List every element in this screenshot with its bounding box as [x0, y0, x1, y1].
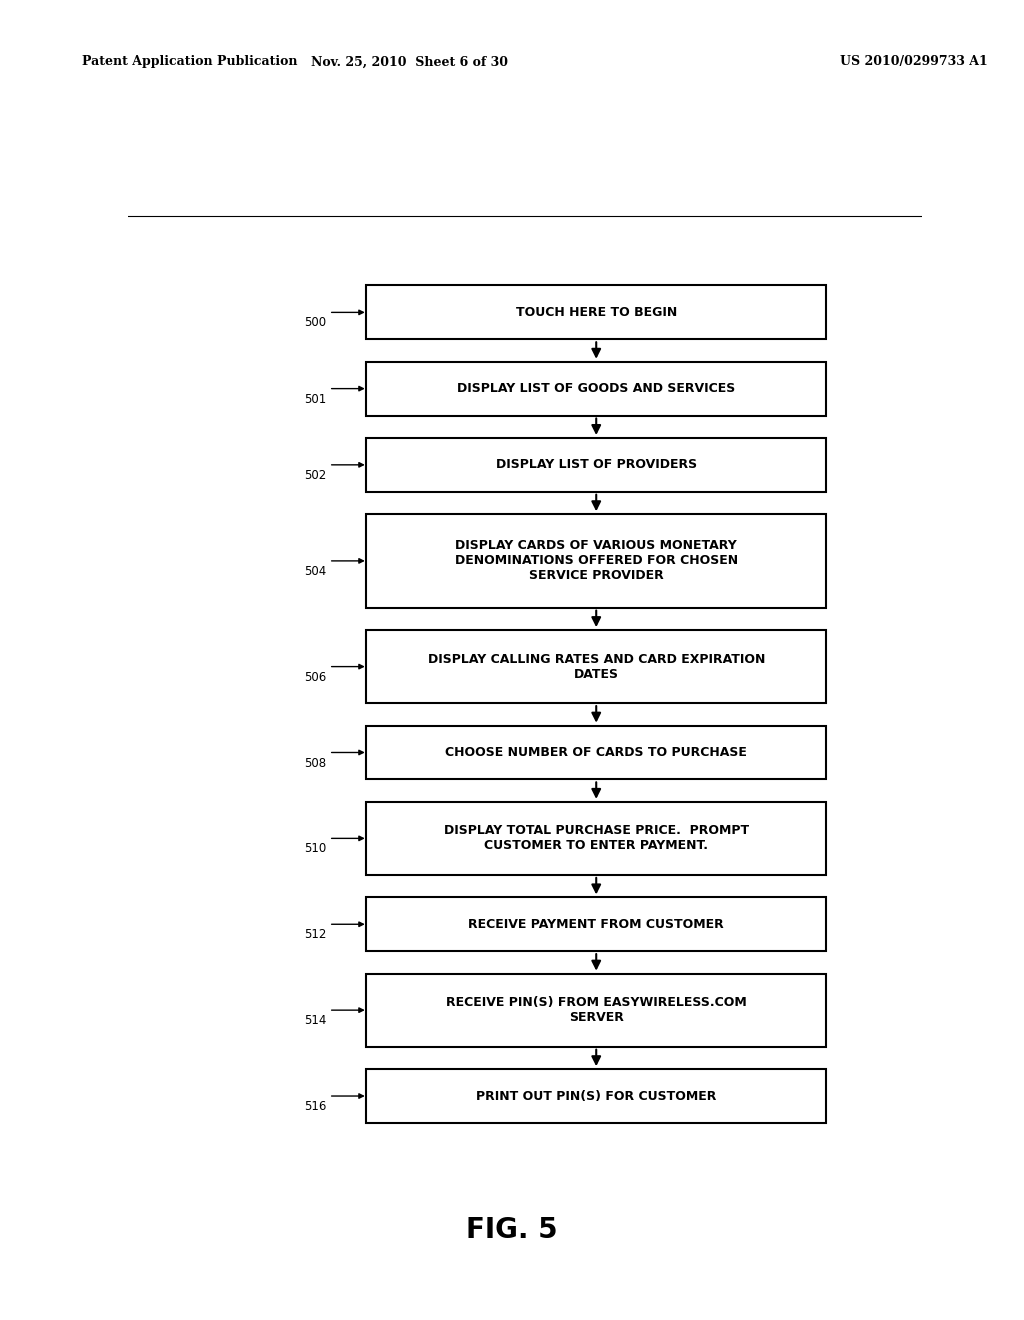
FancyBboxPatch shape	[367, 898, 826, 952]
Text: PRINT OUT PIN(S) FOR CUSTOMER: PRINT OUT PIN(S) FOR CUSTOMER	[476, 1089, 717, 1102]
Text: Patent Application Publication: Patent Application Publication	[82, 55, 297, 69]
Text: DISPLAY TOTAL PURCHASE PRICE.  PROMPT
CUSTOMER TO ENTER PAYMENT.: DISPLAY TOTAL PURCHASE PRICE. PROMPT CUS…	[443, 825, 749, 853]
Text: 516: 516	[304, 1100, 327, 1113]
Text: 508: 508	[304, 756, 327, 770]
Text: CHOOSE NUMBER OF CARDS TO PURCHASE: CHOOSE NUMBER OF CARDS TO PURCHASE	[445, 746, 748, 759]
Text: Nov. 25, 2010  Sheet 6 of 30: Nov. 25, 2010 Sheet 6 of 30	[311, 55, 508, 69]
Text: DISPLAY LIST OF PROVIDERS: DISPLAY LIST OF PROVIDERS	[496, 458, 696, 471]
Text: TOUCH HERE TO BEGIN: TOUCH HERE TO BEGIN	[516, 306, 677, 319]
FancyBboxPatch shape	[367, 513, 826, 607]
Text: 512: 512	[304, 928, 327, 941]
FancyBboxPatch shape	[367, 974, 826, 1047]
FancyBboxPatch shape	[367, 285, 826, 339]
Text: RECEIVE PIN(S) FROM EASYWIRELESS.COM
SERVER: RECEIVE PIN(S) FROM EASYWIRELESS.COM SER…	[445, 997, 746, 1024]
Text: 504: 504	[304, 565, 327, 578]
Text: DISPLAY CALLING RATES AND CARD EXPIRATION
DATES: DISPLAY CALLING RATES AND CARD EXPIRATIO…	[428, 652, 765, 681]
FancyBboxPatch shape	[367, 362, 826, 416]
Text: 502: 502	[304, 469, 327, 482]
FancyBboxPatch shape	[367, 726, 826, 779]
FancyBboxPatch shape	[367, 801, 826, 875]
Text: FIG. 5: FIG. 5	[466, 1216, 558, 1245]
Text: 514: 514	[304, 1014, 327, 1027]
Text: 500: 500	[304, 317, 327, 330]
Text: 506: 506	[304, 671, 327, 684]
FancyBboxPatch shape	[367, 1069, 826, 1123]
Text: DISPLAY LIST OF GOODS AND SERVICES: DISPLAY LIST OF GOODS AND SERVICES	[457, 381, 735, 395]
Text: 501: 501	[304, 392, 327, 405]
Text: US 2010/0299733 A1: US 2010/0299733 A1	[840, 55, 987, 69]
Text: DISPLAY CARDS OF VARIOUS MONETARY
DENOMINATIONS OFFERED FOR CHOSEN
SERVICE PROVI: DISPLAY CARDS OF VARIOUS MONETARY DENOMI…	[455, 540, 737, 582]
FancyBboxPatch shape	[367, 438, 826, 492]
Text: RECEIVE PAYMENT FROM CUSTOMER: RECEIVE PAYMENT FROM CUSTOMER	[468, 917, 724, 931]
Text: 510: 510	[304, 842, 327, 855]
FancyBboxPatch shape	[367, 630, 826, 704]
